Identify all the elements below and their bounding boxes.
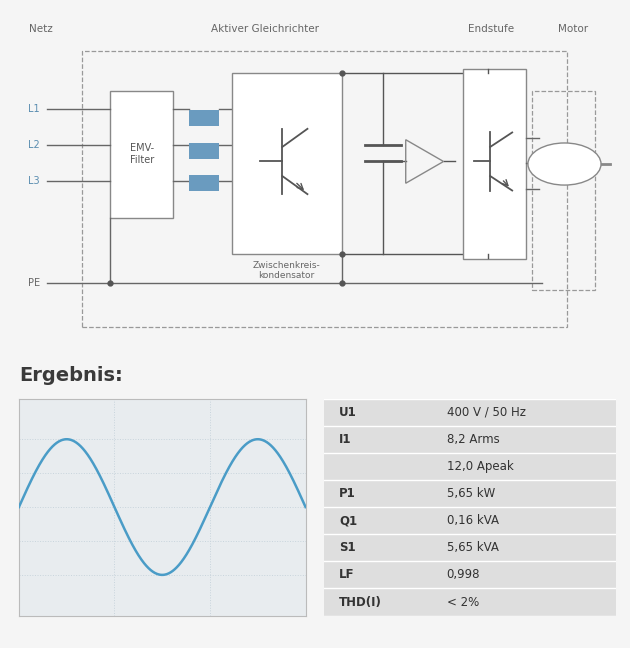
Text: Zwischenkreis-
kondensator: Zwischenkreis- kondensator [253, 260, 321, 280]
Bar [110, 91, 173, 218]
Text: P1: P1 [339, 487, 356, 500]
Text: EMV-
Filter: EMV- Filter [130, 143, 154, 165]
Bar [189, 110, 219, 126]
Text: LF: LF [339, 568, 355, 581]
Text: 12,0 Apeak: 12,0 Apeak [447, 460, 513, 473]
Text: < 2%: < 2% [447, 596, 479, 608]
Bar [324, 399, 616, 426]
Text: 400 V / 50 Hz: 400 V / 50 Hz [447, 406, 525, 419]
Bar [324, 561, 616, 588]
Bar [532, 91, 595, 290]
Bar [324, 507, 616, 534]
Bar [463, 69, 526, 259]
Text: I1: I1 [339, 433, 352, 446]
Bar [324, 534, 616, 561]
Bar [324, 426, 616, 453]
Bar [324, 453, 616, 480]
Text: 0,16 kVA: 0,16 kVA [447, 514, 499, 527]
Bar [232, 73, 342, 254]
Bar [324, 480, 616, 507]
Text: 5,65 kVA: 5,65 kVA [447, 541, 498, 554]
Bar [189, 175, 219, 191]
Bar [82, 51, 567, 327]
Text: Netz: Netz [29, 24, 53, 34]
Circle shape [528, 143, 601, 185]
Text: 0,998: 0,998 [447, 568, 480, 581]
Text: PE: PE [28, 278, 40, 288]
Bar [189, 143, 219, 159]
Text: Aktiver Gleichrichter: Aktiver Gleichrichter [210, 24, 319, 34]
Text: 8,2 Arms: 8,2 Arms [447, 433, 500, 446]
Text: Motor: Motor [558, 24, 588, 34]
Text: 5,65 kW: 5,65 kW [447, 487, 495, 500]
Text: Endstufe: Endstufe [468, 24, 515, 34]
Text: Ergebnis:: Ergebnis: [19, 366, 123, 386]
Text: S1: S1 [339, 541, 355, 554]
Text: L2: L2 [28, 140, 40, 150]
Text: THD(I): THD(I) [339, 596, 382, 608]
Bar [324, 588, 616, 616]
Text: U1: U1 [339, 406, 357, 419]
Text: L3: L3 [28, 176, 40, 187]
Text: Q1: Q1 [339, 514, 357, 527]
Text: L1: L1 [28, 104, 40, 114]
